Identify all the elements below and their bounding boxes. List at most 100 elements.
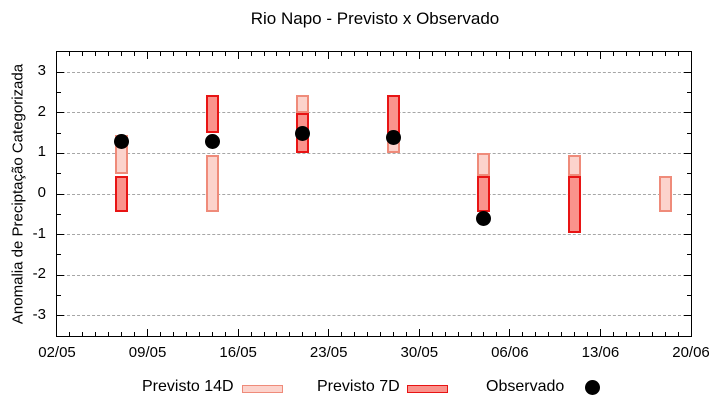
x-minor-tick: [160, 332, 161, 336]
x-major-tick: [237, 52, 239, 59]
x-minor-tick: [160, 52, 161, 56]
x-minor-tick: [276, 332, 278, 336]
x-minor-tick: [302, 52, 304, 56]
y-major-tick: [57, 152, 64, 154]
y-minor-tick: [687, 173, 691, 175]
gridline-y3: [57, 71, 691, 73]
observado-dot: [476, 210, 492, 226]
x-minor-tick: [379, 52, 381, 56]
legend-observado-dot: [585, 380, 600, 395]
gridline-y1: [57, 152, 691, 154]
x-minor-tick: [315, 52, 317, 56]
gridline-y2: [57, 112, 691, 114]
y-major-tick: [57, 315, 64, 317]
x-minor-tick: [457, 332, 459, 336]
x-minor-tick: [341, 52, 343, 56]
x-minor-tick: [379, 332, 381, 336]
x-minor-tick: [302, 332, 304, 336]
x-minor-tick: [586, 52, 588, 56]
x-minor-tick: [95, 332, 97, 336]
y-minor-tick: [57, 132, 61, 134]
bar-previsto-7d: [477, 175, 491, 213]
observado-dot: [295, 125, 311, 141]
y-major-tick: [57, 71, 64, 73]
x-tick-label: 09/05: [128, 344, 167, 361]
y-major-tick: [57, 234, 64, 236]
gridline-y-1: [57, 234, 691, 236]
x-minor-tick: [548, 52, 550, 56]
x-minor-tick: [172, 332, 174, 336]
chart-title: Rio Napo - Previsto x Observado: [250, 9, 500, 28]
y-tick-label: 3: [37, 62, 46, 80]
x-major-tick: [328, 52, 330, 59]
x-minor-tick: [496, 52, 498, 56]
x-minor-tick: [263, 332, 265, 336]
x-tick-label: 16/05: [219, 344, 257, 361]
x-minor-tick: [483, 52, 485, 56]
x-minor-tick: [289, 332, 291, 336]
x-minor-tick: [341, 332, 343, 336]
x-minor-tick: [431, 52, 433, 56]
x-minor-tick: [354, 52, 356, 56]
x-minor-tick: [677, 52, 679, 56]
gridline-y-2: [57, 274, 691, 276]
x-tick-label: 06/06: [491, 344, 529, 361]
y-tick-label: 0: [37, 184, 46, 201]
x-minor-tick: [224, 332, 226, 336]
x-minor-tick: [535, 332, 537, 336]
x-minor-tick: [82, 332, 84, 336]
x-minor-tick: [586, 332, 588, 336]
observado-dot: [114, 133, 130, 149]
x-minor-tick: [354, 332, 356, 336]
x-minor-tick: [444, 52, 446, 56]
x-minor-tick: [198, 52, 200, 56]
x-minor-tick: [638, 332, 640, 336]
y-minor-tick: [687, 254, 691, 256]
x-minor-tick: [250, 52, 252, 56]
legend-swatch-previsto-7d: [407, 385, 448, 393]
x-minor-tick: [574, 332, 576, 336]
y-minor-tick: [57, 92, 61, 94]
x-minor-tick: [496, 332, 498, 336]
x-minor-tick: [574, 52, 576, 56]
bar-previsto-7d: [568, 175, 582, 233]
x-minor-tick: [134, 52, 136, 56]
x-major-tick: [328, 329, 330, 336]
x-minor-tick: [198, 332, 200, 336]
x-tick-label: 02/05: [38, 344, 76, 361]
x-major-tick: [599, 329, 601, 336]
y-major-tick: [684, 234, 691, 236]
x-tick-label: 23/05: [309, 344, 348, 361]
x-minor-tick: [289, 52, 291, 56]
gridline-y0: [57, 193, 691, 195]
bar-previsto-7d: [386, 94, 400, 134]
x-minor-tick: [444, 332, 446, 336]
bar-previsto-14d: [477, 153, 491, 176]
y-minor-tick: [687, 132, 691, 134]
x-tick-label: 20/06: [672, 344, 710, 361]
x-minor-tick: [535, 52, 537, 56]
x-major-tick: [147, 329, 149, 336]
y-major-tick: [684, 152, 691, 154]
x-minor-tick: [392, 52, 394, 56]
x-minor-tick: [211, 332, 213, 336]
x-minor-tick: [172, 52, 174, 56]
y-tick-label: -3: [32, 305, 46, 323]
x-minor-tick: [612, 332, 614, 336]
x-minor-tick: [250, 332, 252, 336]
x-minor-tick: [677, 332, 679, 336]
x-major-tick: [418, 329, 420, 336]
x-minor-tick: [483, 332, 485, 336]
y-major-tick: [57, 193, 64, 195]
legend-label-dot: Observado: [486, 378, 565, 395]
observado-dot: [385, 129, 401, 145]
y-major-tick: [684, 274, 691, 276]
x-minor-tick: [121, 52, 123, 56]
x-minor-tick: [548, 332, 550, 336]
x-minor-tick: [211, 52, 213, 56]
bar-previsto-14d: [658, 175, 672, 213]
x-minor-tick: [612, 52, 614, 56]
x-minor-tick: [69, 52, 71, 56]
legend-swatch-previsto-14d: [242, 385, 283, 393]
